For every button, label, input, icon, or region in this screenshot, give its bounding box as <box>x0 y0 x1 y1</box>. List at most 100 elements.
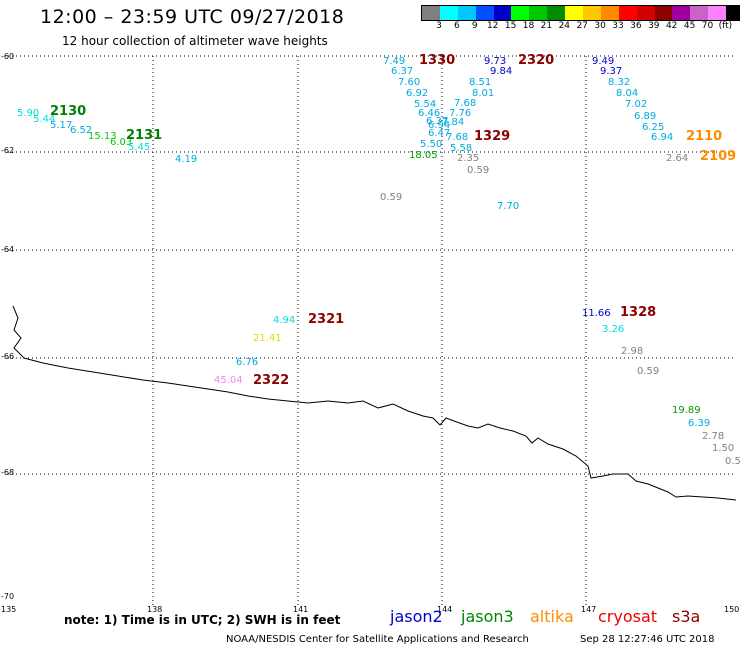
satellite-label-s3a: s3a <box>672 607 701 626</box>
scale-label: 15 <box>504 21 517 31</box>
wave-height-label: 6.46 <box>418 108 441 119</box>
wave-height-label: 0.59 <box>637 366 660 377</box>
wave-height-label: 8.01 <box>472 88 495 99</box>
wave-height-label: 5.50 <box>420 139 443 150</box>
scale-label: 27 <box>576 21 588 31</box>
wave-height-label: 6.92 <box>406 88 429 99</box>
site-id-label: 2321 <box>308 312 345 327</box>
wave-height-label: 6.25 <box>642 122 665 133</box>
scale-swatch <box>547 6 566 20</box>
scale-swatch <box>726 6 740 20</box>
scale-swatch <box>672 6 691 20</box>
site-id-label: 2131 <box>126 128 163 143</box>
wave-height-label: 19.89 <box>672 405 701 416</box>
lon-label-135: 135 <box>1 605 17 614</box>
wave-height-label: 11.66 <box>582 308 611 319</box>
satellite-label-jason2: jason2 <box>390 607 443 626</box>
wave-height-color-scale <box>421 5 740 21</box>
scale-label: 12 <box>486 21 499 31</box>
wave-height-label: 15.13 <box>88 131 117 142</box>
wave-height-label: 6.89 <box>634 111 657 122</box>
wave-height-label: 7.84 <box>442 117 465 128</box>
wave-height-label: 5.54 <box>414 99 437 110</box>
satellite-label-jason3: jason3 <box>461 607 514 626</box>
wave-height-label: 6.94 <box>428 120 451 131</box>
lon-label-147: 147 <box>581 605 597 614</box>
generation-timestamp: Sep 28 12:27:46 UTC 2018 <box>580 634 715 645</box>
scale-label: 24 <box>558 21 571 31</box>
scale-label: 70 <box>701 21 714 31</box>
wave-height-label: 0.5 <box>725 456 740 467</box>
site-id-label: 2320 <box>518 53 555 68</box>
scale-label: 21 <box>540 21 553 31</box>
scale-label: 45 <box>683 21 696 31</box>
satellite-label-altika: altika <box>530 607 574 626</box>
scale-label: 9 <box>471 21 478 31</box>
scale-swatch <box>654 6 673 20</box>
scale-swatch <box>600 6 619 20</box>
wave-height-label: 9.49 <box>592 56 615 67</box>
lat-label-68: -68 <box>1 468 15 477</box>
scale-swatch <box>583 6 601 20</box>
wave-height-label: 6.94 <box>651 132 674 143</box>
altimeter-map <box>8 55 737 606</box>
wave-height-label: 6.37 <box>426 116 449 127</box>
site-id-label: 1328 <box>620 305 657 320</box>
scale-swatch <box>636 6 655 20</box>
scale-swatch <box>565 6 584 20</box>
scale-label: 6 <box>454 21 460 31</box>
map-subtitle: 12 hour collection of altimeter wave hei… <box>62 34 328 48</box>
graticule <box>8 55 736 606</box>
wave-height-label: 8.04 <box>616 88 639 99</box>
scale-swatch <box>511 6 530 20</box>
map-title: 12:00 – 23:59 UTC 09/27/2018 <box>40 6 345 28</box>
wave-height-label: 0.59 <box>380 192 403 203</box>
lon-label-138: 138 <box>147 605 163 614</box>
scale-label: 3 <box>436 21 442 31</box>
wave-height-label: 2.64 <box>666 153 689 164</box>
credit-line: NOAA/NESDIS Center for Satellite Applica… <box>226 634 529 645</box>
scale-swatch <box>493 6 512 20</box>
wave-height-label: 8.32 <box>608 77 631 88</box>
wave-height-label: 6.37 <box>391 66 414 77</box>
site-id-label: 2322 <box>253 373 290 388</box>
wave-height-label: 7.68 <box>446 132 469 143</box>
scale-label: 18 <box>522 21 535 31</box>
wave-height-label: 7.49 <box>383 56 406 67</box>
scale-swatch <box>439 6 458 20</box>
wave-height-label: 7.68 <box>454 98 477 109</box>
scale-label: 33 <box>612 21 624 31</box>
wave-height-label: 6.52 <box>70 125 93 136</box>
scale-swatch <box>708 6 727 20</box>
scale-label: 36 <box>630 21 642 31</box>
wave-height-label: 21.41 <box>253 333 282 344</box>
wave-height-label: 7.02 <box>625 99 648 110</box>
site-id-label: 2109 <box>700 149 737 164</box>
wave-height-label: 9.84 <box>490 66 513 77</box>
scale-label: 42 <box>665 21 678 31</box>
scale-swatch <box>475 6 494 20</box>
scale-swatch <box>457 6 476 20</box>
lat-label-60: -60 <box>1 52 15 61</box>
footer-note: note: 1) Time is in UTC; 2) SWH is in fe… <box>64 613 341 627</box>
scale-label: (ft) <box>718 21 733 31</box>
wave-height-label: 5.17 <box>50 120 73 131</box>
site-id-label: 1329 <box>474 129 511 144</box>
wave-height-label: 5.44 <box>33 114 56 125</box>
wave-height-label: 6.03 <box>110 137 133 148</box>
wave-height-label: 1.50 <box>712 443 735 454</box>
wave-height-label: 4.19 <box>175 154 198 165</box>
wave-height-label: 2.78 <box>702 431 725 442</box>
wave-height-label: 8.51 <box>469 77 492 88</box>
satellite-label-cryosat: cryosat <box>598 607 658 626</box>
scale-swatch <box>618 6 637 20</box>
wave-height-label: 0.59 <box>467 165 490 176</box>
site-id-label: 1330 <box>419 53 456 68</box>
lat-label-66: -66 <box>1 352 15 361</box>
wave-height-label: 45.04 <box>214 375 243 386</box>
antarctic-coastline <box>12 305 737 501</box>
scale-label: 39 <box>648 21 660 31</box>
lon-label-141: 141 <box>293 605 309 614</box>
lon-label-144: 144 <box>437 605 453 614</box>
site-id-label: 2110 <box>686 129 723 144</box>
